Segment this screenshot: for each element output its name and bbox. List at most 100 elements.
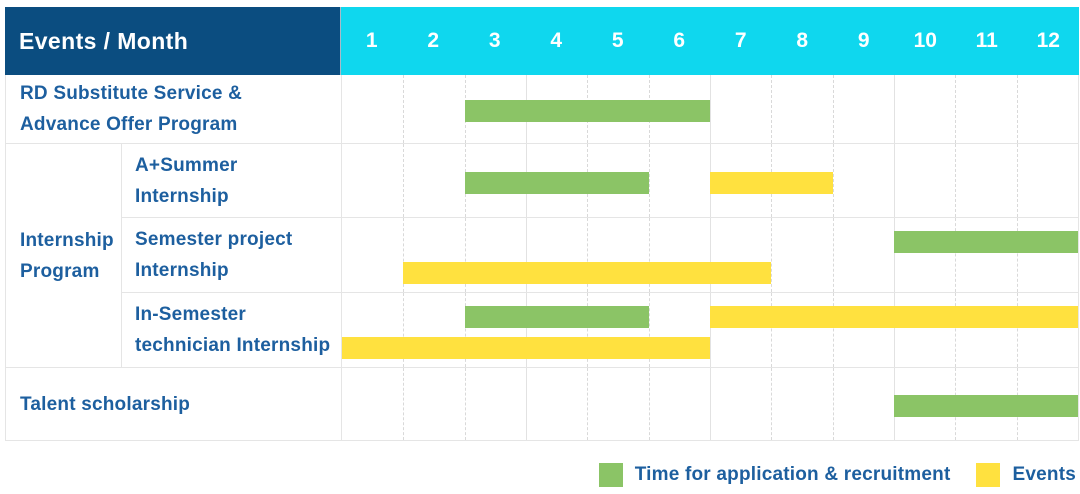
legend-label-events: Events [1012, 464, 1076, 485]
bar-lanes [342, 146, 1078, 217]
month-gridline [894, 144, 895, 217]
gantt-bar-event-m1-m6 [342, 336, 710, 359]
month-gridline [771, 368, 773, 440]
month-gridline [403, 368, 405, 440]
bar-lanes [342, 220, 1078, 292]
month-header-8: 8 [796, 29, 809, 52]
gantt-bar-application-m10-m12 [894, 230, 1078, 253]
month-gridline [894, 218, 895, 292]
month-gridline [403, 218, 405, 292]
bar-lane [342, 171, 1078, 194]
month-gridline [526, 368, 527, 440]
group-label-line: Internship [20, 229, 114, 251]
gantt-bar-application-m3-m5 [464, 171, 649, 194]
month-gridline [1016, 218, 1018, 292]
month-gridline [1016, 293, 1018, 367]
month-header-4: 4 [550, 29, 563, 52]
bar-lane [342, 305, 1078, 328]
row-label-rd-substitute-service-advance-offer-program: RD Substitute Service & Advance Offer Pro… [6, 75, 341, 144]
row-label-semester-project-internship: Semester project Internship [121, 218, 341, 293]
row-label-line: Internship [135, 185, 229, 207]
row-label-in-semester-technician-internship: In-Semester technician Internship [121, 293, 341, 368]
month-gridline [894, 75, 895, 143]
gantt-bar-application-m3-m6 [464, 100, 710, 122]
month-gridline [526, 218, 527, 292]
month-gridline [526, 293, 527, 367]
month-gridline [955, 293, 957, 367]
month-header-9: 9 [857, 29, 870, 52]
row-label-line: Semester project [135, 229, 293, 250]
bar-lanes [342, 295, 1078, 367]
row-label-line: technician Internship [135, 335, 331, 356]
gantt-bar-event-m7-m12 [710, 305, 1078, 328]
group-cell-internship-program: Internship Program [6, 144, 121, 368]
bar-lane [342, 395, 1078, 417]
row-chart-a-summer-internship [341, 144, 1078, 218]
legend-item-application: Time for application & recruitment [598, 463, 951, 487]
row-label-line: In-Semester [135, 304, 246, 325]
month-gridline [587, 368, 589, 440]
month-header-11: 11 [975, 29, 998, 52]
month-header-10: 10 [913, 29, 937, 52]
row-label-line: A+Summer [135, 154, 238, 176]
month-gridline [894, 293, 895, 367]
month-header-5: 5 [611, 29, 624, 52]
month-gridline [710, 218, 711, 292]
month-gridline [832, 293, 834, 367]
legend-swatch-green [598, 463, 623, 487]
row-label-line: Talent scholarship [20, 393, 191, 415]
row-chart-rd-substitute-service-advance-offer-program [341, 75, 1078, 144]
legend-label-application: Time for application & recruitment [634, 464, 951, 485]
month-gridline [403, 75, 405, 143]
events-month-header-label: Events / Month [19, 27, 189, 54]
month-gridline [1016, 144, 1018, 217]
month-gridline [710, 368, 711, 440]
month-header-7: 7 [734, 29, 747, 52]
month-gridline [955, 75, 957, 143]
legend-item-events: Events [976, 463, 1076, 487]
bar-lanes [342, 77, 1078, 143]
row-chart-talent-scholarship [341, 368, 1078, 440]
month-gridline [403, 293, 405, 367]
month-gridline [955, 218, 957, 292]
bar-lane [342, 261, 1078, 284]
bar-lane [342, 336, 1078, 359]
row-label-talent-scholarship: Talent scholarship [6, 368, 341, 440]
month-gridline [648, 368, 650, 440]
month-gridline [648, 144, 650, 217]
month-gridline [710, 293, 711, 367]
month-gridline [464, 368, 466, 440]
month-header-1: 1 [365, 29, 378, 52]
month-gridline [587, 218, 589, 292]
month-header-row: 1 2 3 4 5 6 7 8 9 10 11 12 [341, 7, 1079, 75]
month-gridline [771, 75, 773, 143]
month-gridline [648, 218, 650, 292]
month-gridline [710, 75, 711, 143]
month-gridline [771, 218, 773, 292]
gantt-table: Events / Month 1 2 3 4 5 6 7 8 9 10 11 12 Internshi… [5, 7, 1079, 441]
bar-lane [342, 230, 1078, 253]
month-gridline [464, 218, 466, 292]
month-gridline [832, 144, 834, 217]
row-label-line: Internship [135, 260, 229, 281]
gantt-bar-event-m7-m8 [710, 171, 833, 194]
month-gridline [587, 293, 589, 367]
group-label-line: Program [20, 260, 100, 282]
gantt-bar-application-m3-m5 [464, 305, 649, 328]
gantt-bar-application-m10-m12 [894, 395, 1078, 417]
gantt-bar-event-m2-m7 [403, 261, 772, 284]
legend-swatch-yellow [976, 463, 1001, 487]
bar-lanes [342, 370, 1078, 440]
month-gridline [1016, 75, 1018, 143]
row-label-a-summer-internship: A+Summer Internship [121, 144, 341, 218]
month-gridline [464, 293, 466, 367]
row-label-line: Advance Offer Program [20, 114, 238, 135]
month-header-3: 3 [488, 29, 501, 52]
row-chart-in-semester-technician-internship [341, 293, 1078, 368]
month-gridline [955, 144, 957, 217]
row-label-line: RD Substitute Service & [20, 83, 243, 104]
legend: Time for application & recruitment Event… [598, 463, 1076, 487]
month-gridline [771, 293, 773, 367]
bar-lane [342, 100, 1078, 122]
